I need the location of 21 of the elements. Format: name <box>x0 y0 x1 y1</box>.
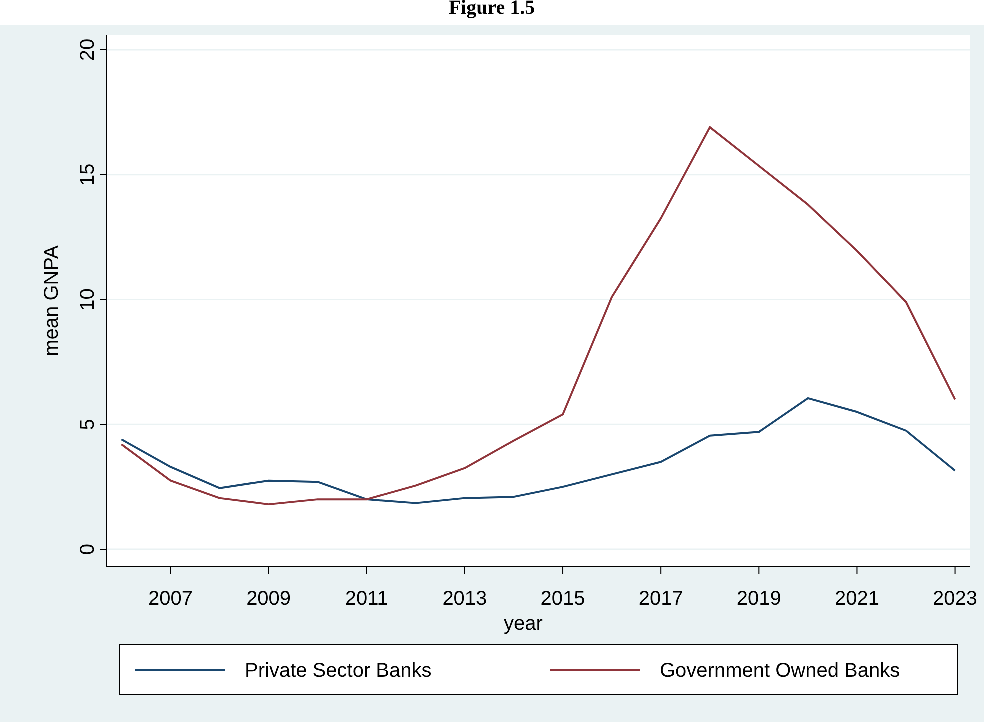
y-tick-label: 5 <box>77 419 99 430</box>
legend-label: Private Sector Banks <box>245 660 432 682</box>
y-tick-label: 0 <box>77 544 99 556</box>
x-tick-label: 2017 <box>638 588 684 610</box>
line-series <box>120 126 956 506</box>
y-tick-label: 20 <box>77 38 99 62</box>
chart-title: Figure 1.5 <box>448 0 536 19</box>
x-axis-title: year <box>504 613 544 635</box>
x-tick-label: 2013 <box>442 588 488 610</box>
legend-label: Government Owned Banks <box>660 660 900 682</box>
x-tick-label: 2011 <box>345 588 388 610</box>
y-axis-title: mean GNPA <box>41 244 63 356</box>
x-tick-label: 2015 <box>540 588 586 610</box>
x-tick-label: 2023 <box>933 588 978 610</box>
x-tick-label: 2021 <box>834 588 880 610</box>
x-tick-label: 2007 <box>148 588 193 610</box>
y-tick-label: 10 <box>77 288 99 311</box>
x-tick-label: 2009 <box>246 588 292 610</box>
y-tick-label: 15 <box>77 164 99 186</box>
line-series <box>120 397 956 504</box>
x-tick-label: 2019 <box>736 588 782 610</box>
